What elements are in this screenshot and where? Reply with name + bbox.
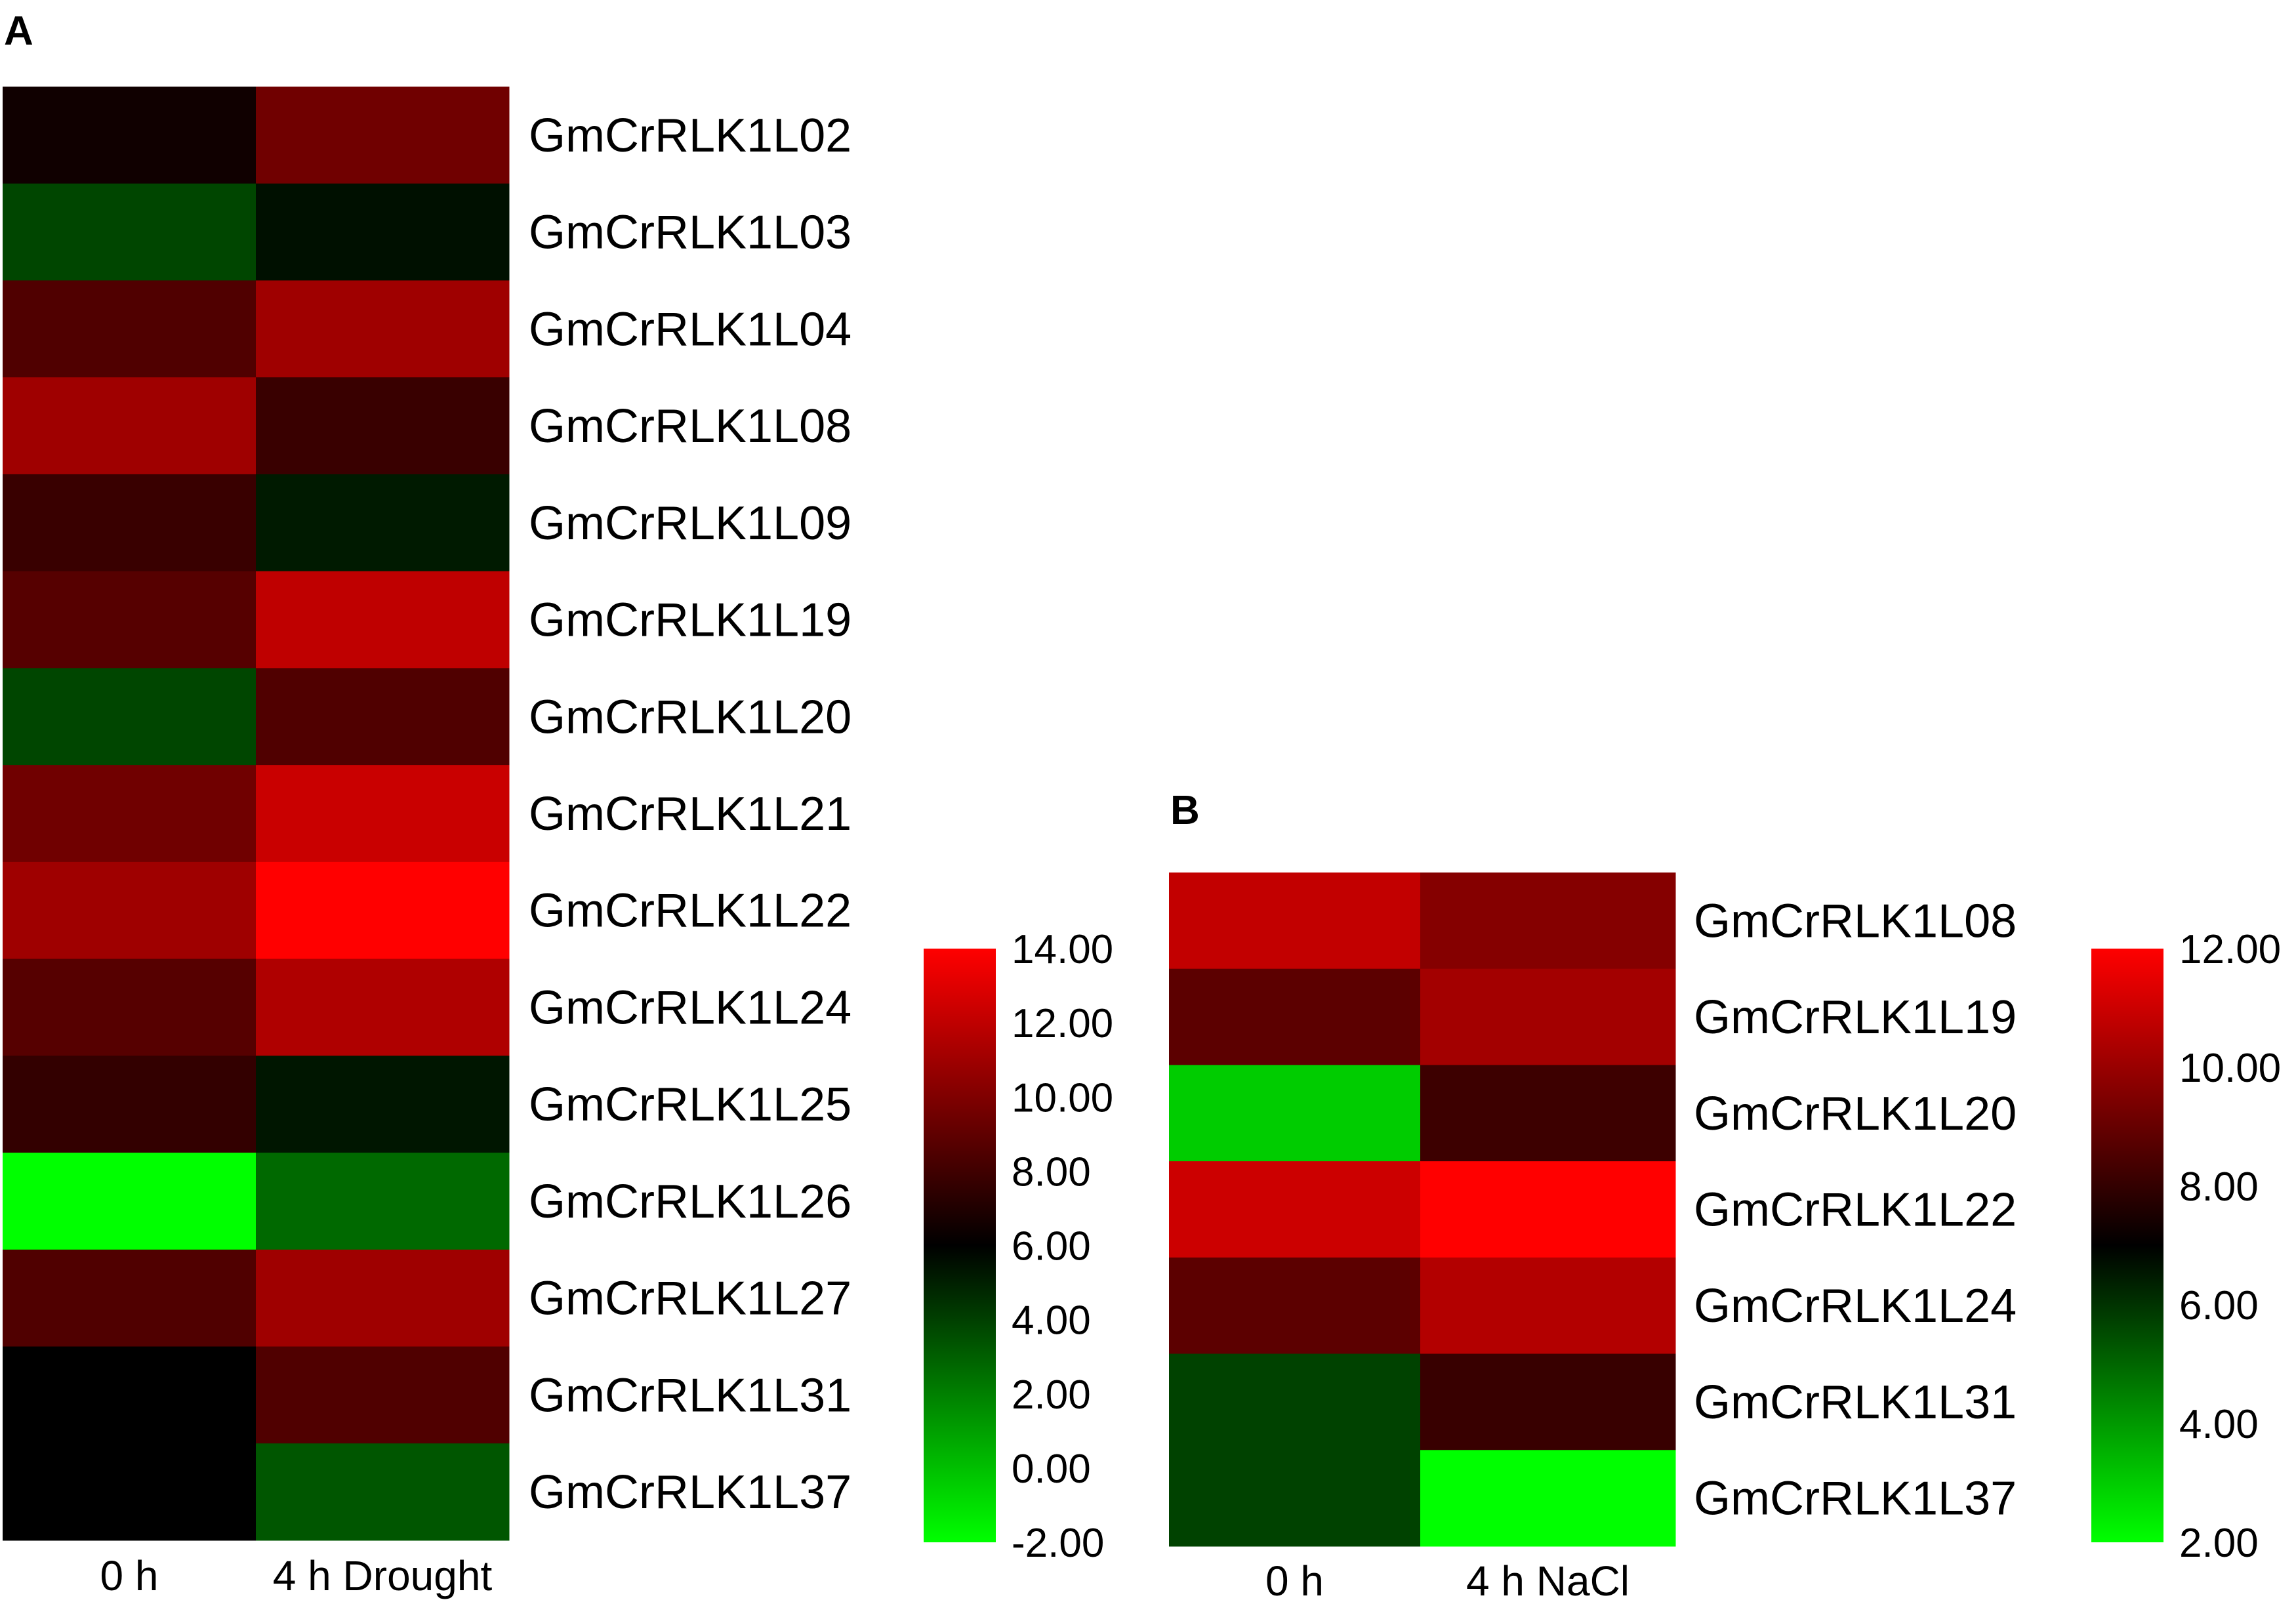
heatmap-cell: [1420, 1257, 1676, 1355]
heatmap-cell: [3, 474, 256, 572]
heatmap-cell: [3, 183, 256, 281]
heatmap-cell: [3, 1249, 256, 1347]
heatmap-cell: [256, 765, 510, 863]
heatmap-cell: [1420, 1353, 1676, 1450]
row-label: GmCrRLK1L27: [529, 1273, 851, 1325]
colorbar-tick-label: 8.00: [1012, 1149, 1091, 1195]
heatmap-cell: [256, 571, 510, 668]
heatmap-cell: [256, 474, 510, 572]
heatmap-cell: [3, 861, 256, 960]
heatmap-cell: [1420, 1065, 1676, 1162]
panel-b-cells: [1169, 873, 1676, 1547]
panel-a-column-labels: 0 h 4 h Drought: [100, 1552, 493, 1599]
row-label: GmCrRLK1L37: [529, 1466, 851, 1519]
colorbar-tick-label: 2.00: [2179, 1521, 2259, 1566]
row-label: GmCrRLK1L08: [529, 400, 851, 453]
heatmap-cell: [256, 668, 510, 766]
panel-b-colorbar-ticks: 12.00 10.00 8.00 6.00 4.00 2.00: [2179, 927, 2281, 1566]
heatmap-cell: [1420, 968, 1676, 1065]
heatmap-cell: [256, 1056, 510, 1153]
heatmap-cell: [3, 280, 256, 378]
row-label: GmCrRLK1L21: [529, 788, 851, 840]
row-label: GmCrRLK1L02: [529, 110, 851, 162]
panel-a-row-labels: GmCrRLK1L02 GmCrRLK1L03 GmCrRLK1L04 GmCrRLK…: [529, 110, 851, 1519]
row-label: GmCrRLK1L08: [1694, 895, 2017, 947]
heatmap-cell: [3, 958, 256, 1056]
row-label: GmCrRLK1L20: [1694, 1088, 2017, 1140]
panel-b-row-labels: GmCrRLK1L08 GmCrRLK1L19 GmCrRLK1L20 GmCrRLK…: [1694, 895, 2017, 1525]
heatmap-cell: [256, 183, 510, 281]
heatmap-cell: [256, 958, 510, 1056]
heatmap-cell: [3, 377, 256, 475]
heatmap-cell: [3, 1056, 256, 1153]
colorbar-tick-label: 6.00: [1012, 1224, 1091, 1269]
row-label: GmCrRLK1L25: [529, 1078, 851, 1131]
colorbar-tick-label: 0.00: [1012, 1447, 1091, 1492]
row-label: GmCrRLK1L31: [1694, 1376, 2017, 1429]
colorbar-tick-label: 4.00: [1012, 1298, 1091, 1344]
row-label: GmCrRLK1L09: [529, 497, 851, 550]
heatmap-cell: [1169, 1161, 1421, 1258]
row-label: GmCrRLK1L31: [529, 1369, 851, 1422]
heatmap-cell: [3, 668, 256, 766]
colorbar-tick-label: 10.00: [2179, 1046, 2281, 1091]
heatmap-cell: [1420, 1161, 1676, 1258]
heatmap-cell: [256, 280, 510, 378]
row-label: GmCrRLK1L19: [529, 594, 851, 647]
heatmap-cell: [3, 1346, 256, 1444]
panel-b-letter: B: [1170, 788, 1200, 833]
row-label: GmCrRLK1L37: [1694, 1473, 2017, 1525]
panel-a-colorbar: [924, 949, 996, 1542]
panel-b-column-labels: 0 h 4 h NaCl: [1265, 1557, 1630, 1602]
panel-a-cells: [3, 87, 510, 1541]
colorbar-tick-label: 10.00: [1012, 1075, 1113, 1120]
heatmap-cell: [256, 87, 510, 184]
column-label: 4 h Drought: [273, 1552, 493, 1599]
heatmap-cell: [256, 861, 510, 960]
heatmap-cell: [3, 571, 256, 668]
colorbar-tick-label: 2.00: [1012, 1372, 1091, 1418]
heatmap-cell: [1169, 873, 1421, 970]
panel-a-colorbar-ticks: 14.00 12.00 10.00 8.00 6.00 4.00 2.00 0.00 -2.00: [1012, 927, 1113, 1566]
colorbar-tick-label: 12.00: [1012, 1001, 1113, 1046]
panel-b-colorbar: [2091, 949, 2163, 1542]
heatmap-cell: [256, 1443, 510, 1541]
column-label: 0 h: [1265, 1557, 1324, 1602]
heatmap-cell: [1169, 1353, 1421, 1450]
heatmap-cell: [1420, 1450, 1676, 1547]
heatmap-cell: [3, 1153, 256, 1250]
column-label: 4 h NaCl: [1466, 1557, 1630, 1602]
heatmap-cell: [3, 765, 256, 863]
row-label: GmCrRLK1L26: [529, 1176, 851, 1228]
column-label: 0 h: [100, 1552, 159, 1599]
heatmap-cell: [3, 1443, 256, 1541]
heatmap-cell: [3, 87, 256, 184]
heatmap-cell: [1420, 873, 1676, 970]
colorbar-tick-label: 12.00: [2179, 927, 2281, 972]
row-label: GmCrRLK1L20: [529, 691, 851, 743]
heatmap-cell: [256, 1249, 510, 1347]
row-label: GmCrRLK1L22: [1694, 1184, 2017, 1237]
colorbar-tick-label: 4.00: [2179, 1402, 2259, 1447]
colorbar-tick-label: 14.00: [1012, 927, 1113, 972]
heatmap-cell: [256, 1153, 510, 1250]
row-label: GmCrRLK1L24: [529, 981, 851, 1034]
row-label: GmCrRLK1L04: [529, 303, 851, 356]
row-label: GmCrRLK1L24: [1694, 1280, 2017, 1332]
panel-a-letter: A: [4, 9, 33, 54]
colorbar-tick-label: 6.00: [2179, 1283, 2259, 1328]
row-label: GmCrRLK1L03: [529, 207, 851, 259]
colorbar-tick-label: 8.00: [2179, 1164, 2259, 1210]
row-label: GmCrRLK1L22: [529, 885, 851, 937]
heatmap-cell: [256, 377, 510, 475]
colorbar-tick-label: -2.00: [1012, 1521, 1104, 1566]
heatmap-cell: [1169, 1065, 1421, 1162]
row-label: GmCrRLK1L19: [1694, 991, 2017, 1044]
heatmap-cell: [1169, 968, 1421, 1065]
heatmap-cell: [256, 1346, 510, 1444]
heatmap-cell: [1169, 1257, 1421, 1355]
heatmap-cell: [1169, 1450, 1421, 1547]
